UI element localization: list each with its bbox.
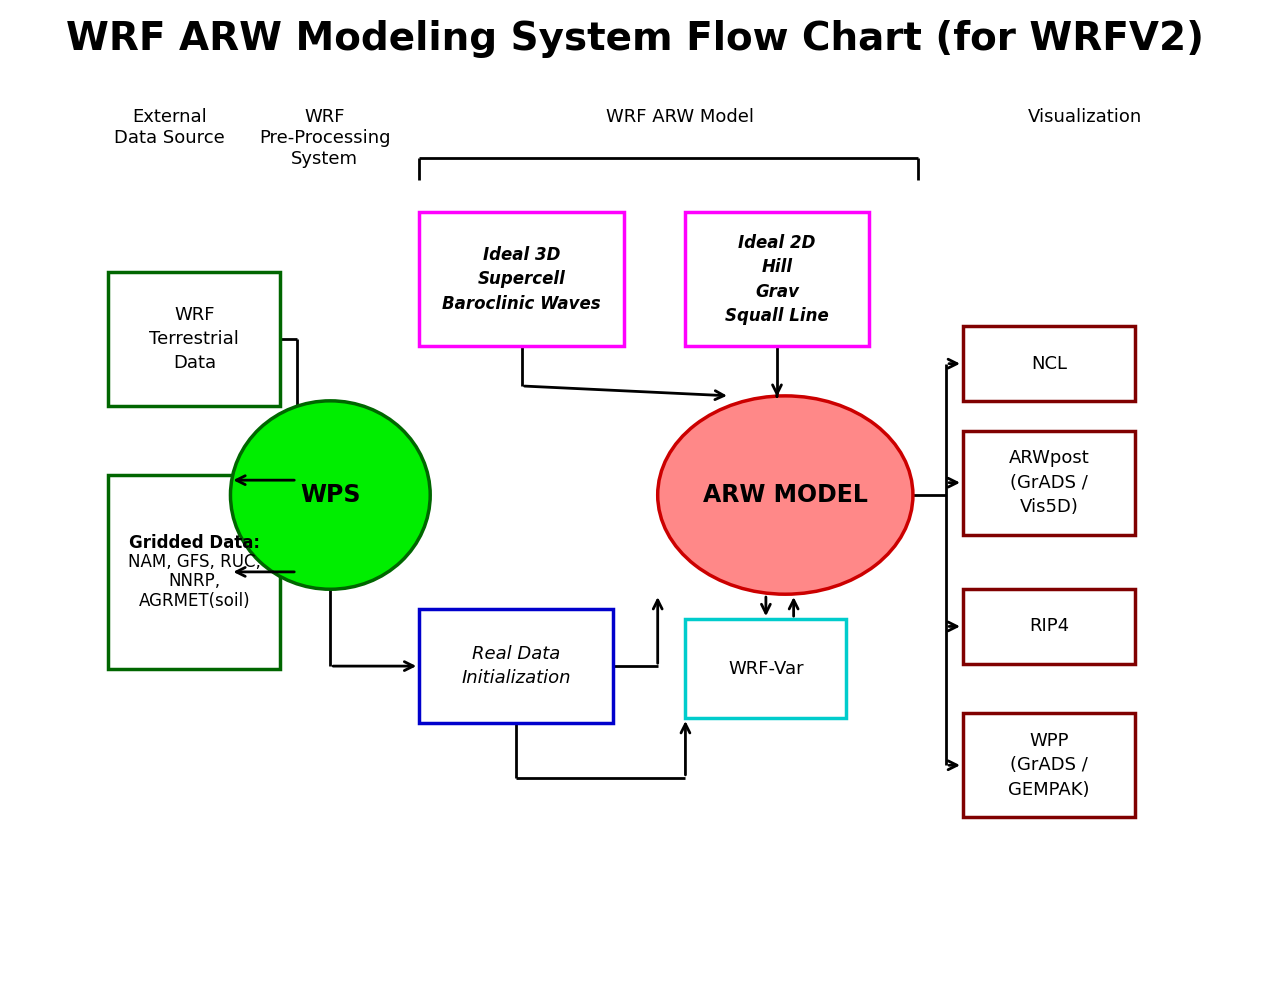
Text: NCL: NCL (1031, 355, 1066, 373)
Text: Real Data
Initialization: Real Data Initialization (461, 645, 571, 687)
FancyBboxPatch shape (685, 619, 846, 718)
Text: Visualization: Visualization (1028, 108, 1143, 126)
Text: Ideal 3D
Supercell
Baroclinic Waves: Ideal 3D Supercell Baroclinic Waves (442, 246, 601, 313)
FancyBboxPatch shape (963, 589, 1135, 664)
Text: AGRMET(soil): AGRMET(soil) (139, 592, 250, 610)
FancyBboxPatch shape (963, 713, 1135, 817)
Text: Ideal 2D
Hill
Grav
Squall Line: Ideal 2D Hill Grav Squall Line (726, 234, 829, 325)
Text: RIP4: RIP4 (1028, 617, 1069, 635)
Text: WPS: WPS (300, 483, 361, 507)
Text: WRF
Pre-Processing
System: WRF Pre-Processing System (259, 108, 390, 168)
Text: ARW MODEL: ARW MODEL (703, 483, 868, 507)
FancyBboxPatch shape (963, 326, 1135, 401)
Ellipse shape (657, 396, 913, 594)
Text: NAM, GFS, RUC,: NAM, GFS, RUC, (128, 553, 261, 571)
Text: WRF
Terrestrial
Data: WRF Terrestrial Data (150, 306, 239, 372)
Text: External
Data Source: External Data Source (114, 108, 225, 147)
Text: Gridded Data:: Gridded Data: (128, 534, 259, 552)
FancyBboxPatch shape (108, 475, 281, 669)
Text: WRF ARW Modeling System Flow Chart (for WRFV2): WRF ARW Modeling System Flow Chart (for … (66, 20, 1205, 58)
FancyBboxPatch shape (419, 212, 624, 346)
Text: WRF ARW Model: WRF ARW Model (606, 108, 754, 126)
Text: ARWpost
(GrADS /
Vis5D): ARWpost (GrADS / Vis5D) (1008, 449, 1089, 516)
Text: WRF-Var: WRF-Var (728, 660, 803, 678)
Text: WPP
(GrADS /
GEMPAK): WPP (GrADS / GEMPAK) (1008, 732, 1089, 799)
FancyBboxPatch shape (963, 431, 1135, 535)
FancyBboxPatch shape (419, 609, 614, 723)
FancyBboxPatch shape (108, 272, 281, 406)
FancyBboxPatch shape (685, 212, 868, 346)
Ellipse shape (230, 401, 430, 589)
Text: NNRP,: NNRP, (168, 572, 220, 590)
